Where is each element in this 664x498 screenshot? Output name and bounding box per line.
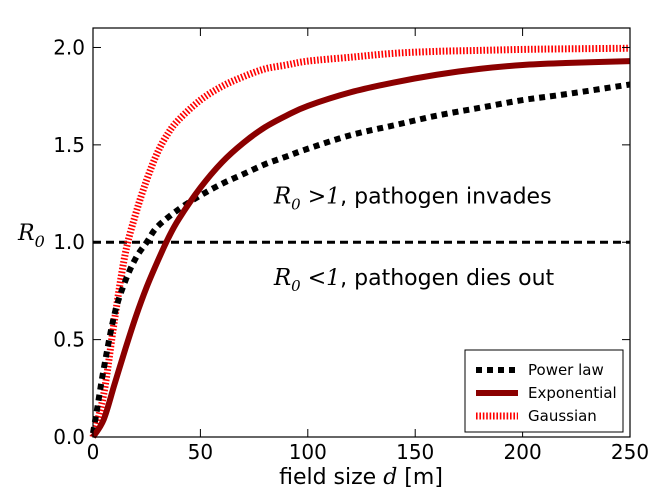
y-tick-label: 2.0 [53, 35, 85, 59]
x-tick-label: 0 [87, 440, 100, 464]
annotation-1: R0 <1, pathogen dies out [273, 265, 555, 295]
x-tick-label: 250 [611, 440, 649, 464]
x-axis-label: field size d [m] [279, 465, 443, 490]
y-axis-label: R0 [17, 221, 45, 251]
series-line-exponential [90, 58, 631, 439]
x-tick-label: 150 [396, 440, 434, 464]
y-tick-label: 0.5 [53, 328, 85, 352]
y-tick-label: 1.5 [53, 133, 85, 157]
series-line-gaussian [89, 44, 631, 438]
legend: Power law Exponential Gaussian [464, 349, 624, 433]
legend-label-exponential: Exponential [528, 384, 617, 402]
x-tick-label: 100 [289, 440, 327, 464]
plot-frame [92, 27, 631, 438]
x-tick-label: 50 [188, 440, 213, 464]
y-tick-label: 0.0 [53, 425, 85, 449]
legend-label-gaussian: Gaussian [528, 407, 597, 425]
y-tick-label: 1.0 [53, 230, 85, 254]
series-line-power-law [90, 81, 631, 434]
x-tick-label: 200 [504, 440, 542, 464]
annotation-0: R0 >1, pathogen invades [273, 183, 552, 213]
legend-label-power-law: Power law [528, 361, 604, 379]
